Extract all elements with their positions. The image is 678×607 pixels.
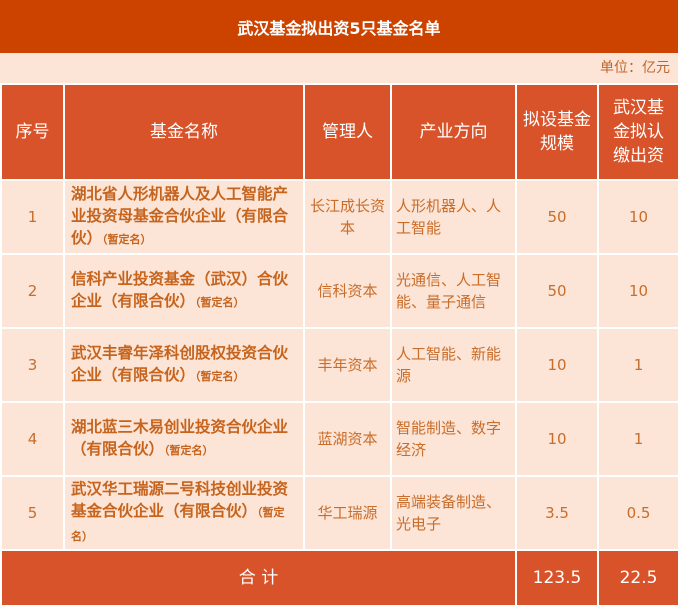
table-row: 3 武汉丰睿年泽科创股权投资合伙企业（有限合伙）（暂定名） 丰年资本 人工智能、…	[0, 327, 678, 403]
industry-direction: 人形机器人、人工智能	[390, 179, 517, 255]
unit-label: 单位：亿元	[600, 60, 670, 76]
fund-name-note: （暂定名）	[102, 233, 152, 246]
total-label: 合 计	[0, 549, 517, 607]
manager: 丰年资本	[303, 327, 392, 403]
header-scale: 拟设基金规模	[515, 83, 599, 181]
manager: 信科资本	[303, 253, 392, 329]
row-no: 4	[0, 401, 65, 477]
header-direction: 产业方向	[390, 83, 517, 181]
manager: 蓝湖资本	[303, 401, 392, 477]
total-contribution: 22.5	[597, 549, 678, 607]
wuhan-contribution: 0.5	[597, 475, 678, 551]
fund-table: 序号 基金名称 管理人 产业方向 拟设基金规模 武汉基金拟认缴出资 1 湖北省人…	[0, 83, 678, 607]
total-row: 合 计 123.5 22.5	[0, 549, 678, 607]
fund-name-text: 武汉华工瑞源二号科技创业投资基金合伙企业（有限合伙）	[71, 480, 289, 520]
table-row: 4 湖北蓝三木易创业投资合伙企业（有限合伙）（暂定名） 蓝湖资本 智能制造、数字…	[0, 401, 678, 477]
header-name: 基金名称	[63, 83, 305, 181]
fund-name: 武汉丰睿年泽科创股权投资合伙企业（有限合伙）（暂定名）	[63, 327, 305, 403]
fund-scale: 50	[515, 179, 599, 255]
fund-name-text: 湖北省人形机器人及人工智能产业投资母基金合伙企业（有限合伙）	[71, 185, 289, 247]
industry-direction: 人工智能、新能源	[390, 327, 517, 403]
fund-scale: 10	[515, 327, 599, 403]
header-row: 序号 基金名称 管理人 产业方向 拟设基金规模 武汉基金拟认缴出资	[0, 83, 678, 181]
fund-name: 信科产业投资基金（武汉）合伙企业（有限合伙）（暂定名）	[63, 253, 305, 329]
fund-name-note: （暂定名）	[164, 444, 214, 457]
fund-scale: 10	[515, 401, 599, 477]
wuhan-contribution: 1	[597, 327, 678, 403]
manager: 华工瑞源	[303, 475, 392, 551]
wuhan-contribution: 10	[597, 253, 678, 329]
fund-scale: 3.5	[515, 475, 599, 551]
fund-name-note: （暂定名）	[195, 370, 245, 383]
row-no: 3	[0, 327, 65, 403]
fund-name: 湖北省人形机器人及人工智能产业投资母基金合伙企业（有限合伙）（暂定名）	[63, 179, 305, 255]
total-scale: 123.5	[515, 549, 599, 607]
industry-direction: 光通信、人工智能、量子通信	[390, 253, 517, 329]
header-contribution: 武汉基金拟认缴出资	[597, 83, 678, 181]
fund-name: 武汉华工瑞源二号科技创业投资基金合伙企业（有限合伙）（暂定名）	[63, 475, 305, 551]
row-no: 1	[0, 179, 65, 255]
table-row: 1 湖北省人形机器人及人工智能产业投资母基金合伙企业（有限合伙）（暂定名） 长江…	[0, 179, 678, 255]
fund-name-note: （暂定名）	[71, 506, 285, 543]
fund-name-text: 湖北蓝三木易创业投资合伙企业（有限合伙）	[71, 418, 289, 458]
industry-direction: 智能制造、数字经济	[390, 401, 517, 477]
header-manager: 管理人	[303, 83, 392, 181]
manager: 长江成长资本	[303, 179, 392, 255]
fund-name-text: 信科产业投资基金（武汉）合伙企业（有限合伙）	[71, 270, 289, 310]
header-no: 序号	[0, 83, 65, 181]
fund-scale: 50	[515, 253, 599, 329]
wuhan-contribution: 1	[597, 401, 678, 477]
table-row: 2 信科产业投资基金（武汉）合伙企业（有限合伙）（暂定名） 信科资本 光通信、人…	[0, 253, 678, 329]
table-row: 5 武汉华工瑞源二号科技创业投资基金合伙企业（有限合伙）（暂定名） 华工瑞源 高…	[0, 475, 678, 551]
row-no: 5	[0, 475, 65, 551]
industry-direction: 高端装备制造、光电子	[390, 475, 517, 551]
fund-name-note: （暂定名）	[195, 296, 245, 309]
wuhan-contribution: 10	[597, 179, 678, 255]
fund-name-text: 武汉丰睿年泽科创股权投资合伙企业（有限合伙）	[71, 344, 289, 384]
fund-name: 湖北蓝三木易创业投资合伙企业（有限合伙）（暂定名）	[63, 401, 305, 477]
table-title: 武汉基金拟出资5只基金名单	[0, 0, 678, 53]
row-no: 2	[0, 253, 65, 329]
